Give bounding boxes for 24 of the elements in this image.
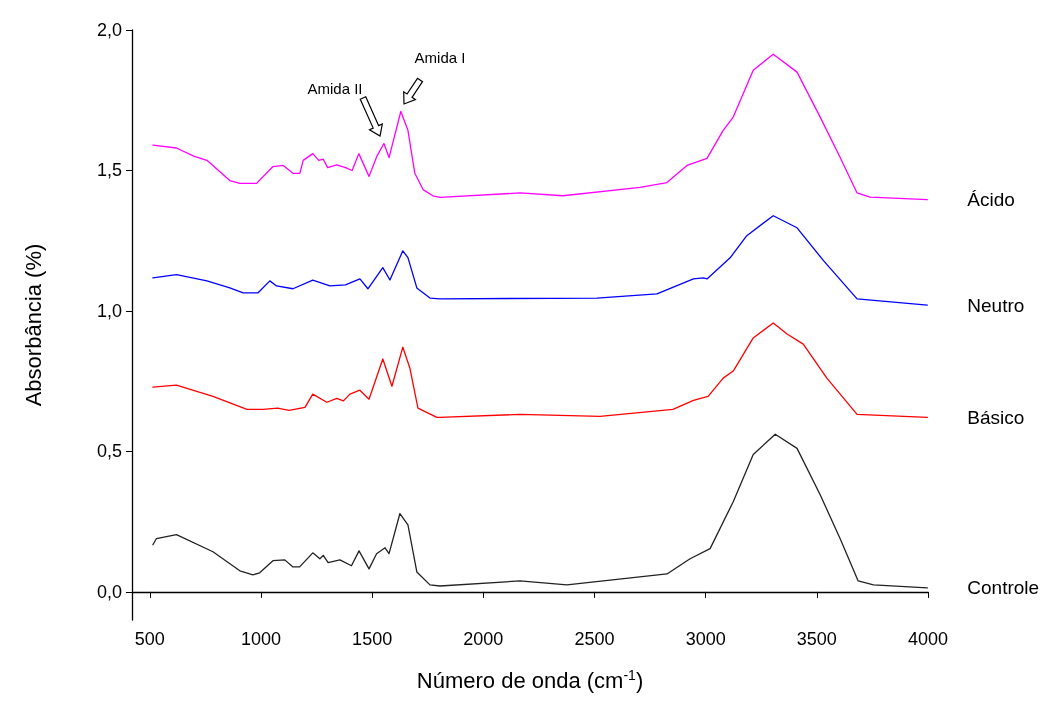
text: Neutro xyxy=(967,294,1025,316)
y-tick-label: 1,5 xyxy=(96,160,122,181)
annotation: Amida I xyxy=(414,48,466,66)
x-tick-label: 3000 xyxy=(685,629,726,649)
annotation: Amida II xyxy=(307,79,363,97)
y-axis-title: Absorbância (%) xyxy=(20,243,46,407)
line-series xyxy=(152,433,928,589)
x-tick-label: 2000 xyxy=(463,629,504,649)
x-tick-label: 1000 xyxy=(240,629,281,649)
y-tick-label: 0,5 xyxy=(96,441,122,462)
line-series xyxy=(152,215,928,306)
y-tick-label: 1,0 xyxy=(96,300,122,321)
text: Básico xyxy=(967,406,1025,428)
x-tick-label: 4000 xyxy=(907,629,949,649)
y-tick-label: 2,0 xyxy=(96,20,122,40)
line-series xyxy=(152,53,928,201)
x-tick-label: 2500 xyxy=(574,629,615,649)
x-tick-label: 3500 xyxy=(796,629,837,649)
text: Ácido xyxy=(967,189,1015,211)
y-tick-label: 0,0 xyxy=(96,581,122,602)
text: Controle xyxy=(967,577,1040,599)
x-tick-label: 500 xyxy=(134,629,165,649)
line-series xyxy=(152,322,928,419)
x-tick-label: 1500 xyxy=(352,629,393,649)
